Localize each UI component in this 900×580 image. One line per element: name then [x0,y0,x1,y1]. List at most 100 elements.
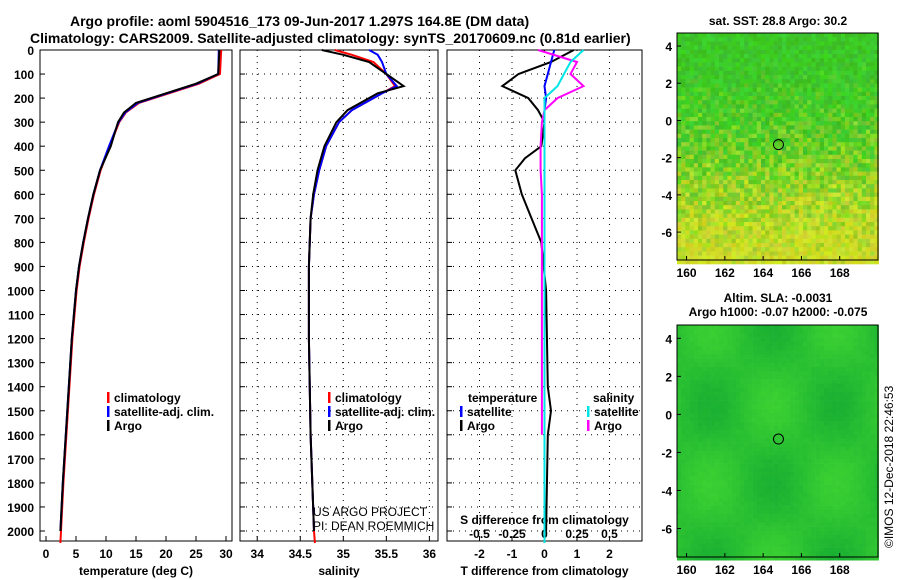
map-cell [849,438,854,443]
map-cell [807,358,812,364]
map-cell [853,413,858,418]
map-cell [866,83,871,88]
map-cell [874,108,879,114]
map-cell [677,129,682,135]
map-cell [761,505,766,511]
map-cell [782,91,787,97]
map-cell [693,367,699,372]
map-cell [790,383,795,389]
map-cell [853,180,858,185]
map-cell [735,184,741,189]
map-cell [853,392,858,397]
depth-tick-label: 1500 [7,405,34,419]
map-cell [811,226,816,231]
map-cell [824,184,829,189]
map-cell [798,234,804,240]
map-cell [677,375,682,380]
map-cell [840,192,846,198]
map-cell [740,150,745,156]
map-cell [698,79,703,84]
x-tick-label: 15 [129,547,143,561]
map-cell [840,41,846,46]
map-cell [769,217,774,223]
map-cell [794,425,800,431]
map-cell [723,455,728,460]
map-cell [794,159,800,164]
map-cell [857,112,863,118]
map-cell [693,243,699,248]
map-cell [807,175,812,181]
map-cell [849,96,854,101]
map-cell [748,226,753,231]
map-cell [706,367,711,372]
map-cell [773,346,779,351]
map-cell [677,175,682,181]
map-cell [685,413,690,418]
map-cell [681,362,686,368]
map-cell [857,505,863,511]
map-cell [811,409,816,414]
map-cell [874,201,879,206]
map-cell [710,442,716,448]
map-cell [735,108,741,114]
map-cell [874,375,879,380]
map-cell [853,108,858,114]
map-cell [819,396,825,401]
map-cell [748,404,753,410]
map-cell [752,417,758,422]
map-cell [819,337,825,343]
map-cell [790,472,795,477]
map-cell [698,209,703,214]
map-cell [735,388,741,393]
map-cell [702,138,707,143]
map-cell [782,501,787,506]
map-cell [861,251,867,256]
map-cell [824,142,829,147]
map-cell [845,66,850,72]
map-cell [685,37,690,42]
map-cell [761,171,766,177]
map-cell [693,238,699,244]
map-cell [723,388,728,393]
map-cell [861,325,867,330]
map-cell [870,243,875,248]
map-cell [685,180,690,185]
map-cell [819,33,825,38]
map-cell [807,66,812,72]
map-cell [840,421,846,427]
map-cell [756,41,762,46]
map-cell [853,337,858,343]
map-cell [811,467,816,473]
map-cell [790,104,795,109]
map-cell [706,58,711,63]
map-cell [773,133,779,139]
map-cell [811,58,816,63]
map-cell [824,350,829,355]
map-cell [698,350,703,355]
map-cell [803,488,808,494]
map-cell [811,142,816,147]
map-cell [866,171,871,177]
map-cell [836,125,842,130]
map-cell [782,96,787,101]
map-cell [731,251,737,256]
map-cell [786,388,791,393]
map-cell [689,430,695,435]
map-cell [752,379,758,385]
map-cell [752,341,758,347]
map-cell [803,362,808,368]
map-cell [681,175,686,181]
map-cell [714,222,720,227]
map-cell [811,104,816,109]
map-cell [819,79,825,84]
map-cell [723,226,728,231]
map-cell [777,96,783,101]
map-cell [727,438,732,443]
map-cell [824,45,829,51]
map-cell [832,167,837,172]
map-cell [777,159,783,164]
map-cell [773,396,779,401]
map-cell [786,62,791,67]
map-cell [773,45,779,51]
map-cell [748,388,753,393]
